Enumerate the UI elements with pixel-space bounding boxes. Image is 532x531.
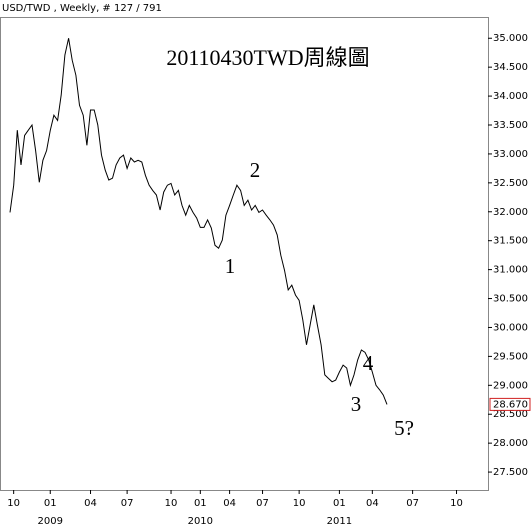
price-line — [9, 38, 388, 405]
x-year-label: 2011 — [327, 516, 352, 527]
chart-title: 20110430TWD周線圖 — [166, 45, 369, 70]
x-tick-label: 10 — [293, 498, 306, 509]
x-tick-label: 01 — [194, 498, 207, 509]
y-tick-label: 31.500 — [493, 236, 528, 247]
x-tick-label: 10 — [165, 498, 178, 509]
x-tick-label: 07 — [256, 498, 269, 509]
y-tick-label: 29.500 — [493, 351, 528, 362]
x-year-label: 2009 — [38, 516, 63, 527]
plot-frame — [0, 17, 489, 491]
wave-label: 2 — [250, 158, 261, 182]
y-tick-label: 32.500 — [493, 178, 528, 189]
last-value-box — [489, 397, 531, 411]
y-tick-label: 33.500 — [493, 120, 528, 131]
wave-label: 3 — [351, 392, 362, 416]
y-tick-label: 30.000 — [493, 322, 528, 333]
y-tick-label: 35.000 — [493, 33, 528, 44]
y-tick-label: 27.500 — [493, 467, 528, 478]
wave-label: 4 — [363, 351, 374, 375]
y-tick-label: 31.000 — [493, 265, 528, 276]
x-tick-label: 04 — [223, 498, 236, 509]
y-tick-label: 30.500 — [493, 294, 528, 305]
x-tick-label: 07 — [121, 498, 134, 509]
x-year-label: 2010 — [188, 516, 213, 527]
x-tick-label: 04 — [366, 498, 379, 509]
y-tick-label: 28.000 — [493, 438, 528, 449]
x-tick-label: 10 — [7, 498, 20, 509]
wave-label: 1 — [225, 254, 236, 278]
y-tick-label: 33.000 — [493, 149, 528, 160]
x-tick-label: 01 — [333, 498, 346, 509]
x-tick-label: 10 — [450, 498, 463, 509]
x-tick-label: 01 — [44, 498, 57, 509]
x-tick-label: 07 — [406, 498, 419, 509]
last-value-label: 28.670 — [493, 399, 528, 410]
x-tick-label: 04 — [84, 498, 97, 509]
y-tick-label: 29.000 — [493, 380, 528, 391]
y-tick-label: 32.000 — [493, 207, 528, 218]
y-tick-label: 34.000 — [493, 91, 528, 102]
y-tick-label: 34.500 — [493, 62, 528, 73]
y-tick-label: 28.500 — [493, 409, 528, 420]
wave-label: 5? — [394, 416, 414, 440]
chart-header: USD/TWD , Weekly, # 127 / 791 — [2, 3, 162, 14]
